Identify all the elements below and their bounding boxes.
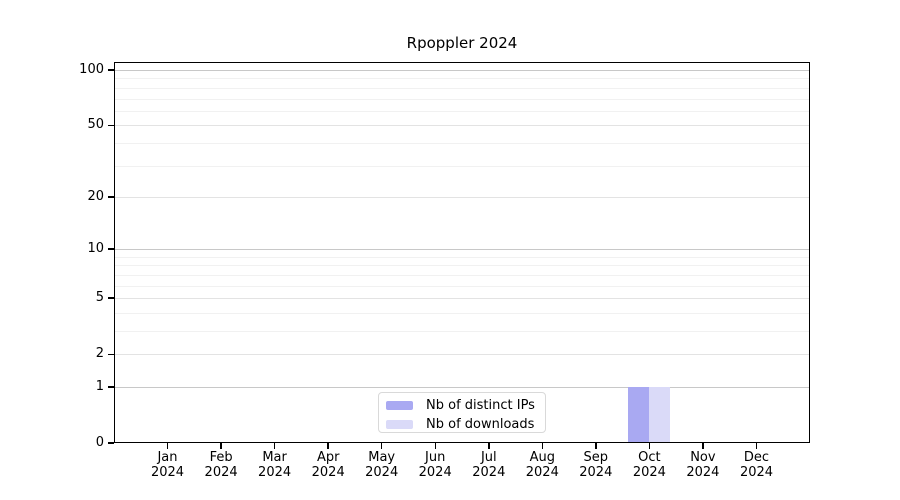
x-tick-label-sep-2024: Sep 2024	[579, 450, 613, 480]
gridline-minor-8	[115, 265, 809, 267]
y-tick-10	[108, 248, 114, 250]
x-tick-label-nov-2024: Nov 2024	[686, 450, 720, 480]
x-tick-jun-2024	[434, 443, 436, 449]
plot-area-frame	[114, 62, 810, 443]
y-tick-5	[108, 297, 114, 299]
x-tick-jan-2024	[166, 443, 169, 449]
gridline-minor-4	[115, 312, 809, 314]
gridline-minor-80	[115, 87, 809, 89]
gridline-minor-30	[115, 165, 809, 167]
bar-nb-of-distinct-ips-oct-2024	[628, 387, 650, 443]
x-tick-apr-2024	[327, 443, 329, 449]
gridline-major-5	[115, 298, 809, 300]
x-tick-may-2024	[380, 443, 383, 449]
gridline-minor-9	[115, 256, 809, 258]
gridline-minor-90	[115, 78, 809, 80]
y-tick-2	[108, 353, 114, 355]
x-tick-label-jun-2024: Jun 2024	[418, 450, 452, 480]
y-tick-label-1: 1	[95, 379, 104, 394]
legend-swatch-distinct-ips	[386, 401, 413, 410]
y-tick-label-50: 50	[87, 117, 104, 133]
gridline-major-20	[115, 196, 809, 198]
gridline-major-2	[115, 354, 809, 356]
gridline-power-100	[115, 70, 809, 71]
y-tick-label-20: 20	[87, 188, 104, 204]
y-tick-100	[108, 69, 114, 71]
y-tick-20	[108, 196, 114, 198]
y-tick-label-2: 2	[95, 346, 104, 362]
x-tick-mar-2024	[273, 443, 276, 449]
x-tick-oct-2024	[648, 443, 651, 449]
bar-nb-of-downloads-oct-2024	[649, 387, 671, 443]
x-tick-label-aug-2024: Aug 2024	[525, 450, 559, 480]
gridline-power-10	[115, 249, 809, 251]
y-tick-50	[108, 124, 114, 126]
gridline-minor-70	[115, 98, 809, 100]
x-tick-sep-2024	[595, 443, 597, 449]
y-tick-label-10: 10	[87, 241, 104, 257]
legend-item-downloads: Nb of downloads	[386, 417, 545, 432]
x-tick-label-may-2024: May 2024	[365, 450, 399, 480]
y-tick-label-100: 100	[79, 62, 104, 77]
x-tick-label-feb-2024: Feb 2024	[204, 450, 238, 480]
gridline-minor-40	[115, 142, 809, 144]
legend-swatch-downloads	[386, 420, 413, 429]
gridline-major-50	[115, 125, 809, 127]
gridline-minor-6	[115, 285, 809, 287]
y-tick-label-0: 0	[95, 435, 104, 450]
y-tick-1	[108, 386, 114, 388]
y-tick-0	[108, 442, 114, 444]
y-tick-label-5: 5	[95, 290, 104, 306]
legend-item-distinct-ips: Nb of distinct IPs	[386, 398, 545, 413]
x-tick-label-dec-2024: Dec 2024	[739, 450, 774, 480]
gridline-minor-3	[115, 331, 809, 332]
x-tick-label-apr-2024: Apr 2024	[311, 450, 345, 480]
gridline-power-1	[115, 387, 809, 388]
x-tick-dec-2024	[755, 443, 758, 449]
legend-label-downloads: Nb of downloads	[426, 417, 535, 432]
gridline-minor-60	[115, 110, 809, 112]
x-tick-label-mar-2024: Mar 2024	[258, 450, 292, 480]
x-tick-feb-2024	[220, 443, 222, 449]
x-tick-label-oct-2024: Oct 2024	[632, 450, 666, 480]
x-tick-label-jul-2024: Jul 2024	[472, 450, 506, 480]
x-tick-nov-2024	[702, 443, 704, 449]
chart-title: Rpoppler 2024	[406, 34, 518, 52]
legend-box: Nb of distinct IPs Nb of downloads	[378, 392, 546, 433]
legend-label-distinct-ips: Nb of distinct IPs	[426, 398, 535, 413]
x-tick-jul-2024	[488, 443, 490, 449]
gridline-minor-7	[115, 274, 809, 276]
x-tick-aug-2024	[541, 443, 544, 449]
x-tick-label-jan-2024: Jan 2024	[150, 450, 185, 480]
